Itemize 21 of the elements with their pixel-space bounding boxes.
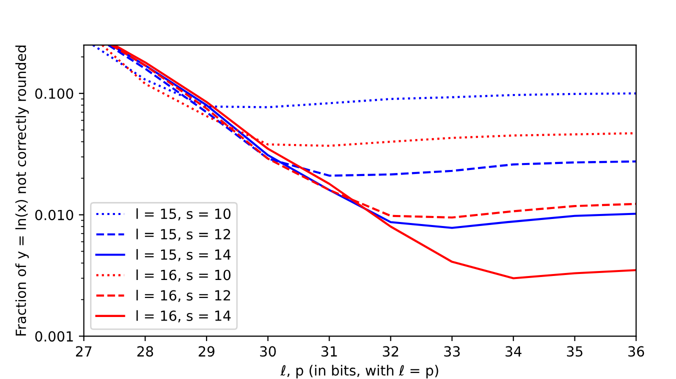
x-tick-label: 30 [260, 346, 276, 357]
y-tick-label: 0.001 [35, 331, 73, 342]
x-tick-label: 33 [444, 346, 460, 357]
x-tick-label: 35 [566, 346, 582, 357]
x-tick-label: 28 [137, 346, 154, 357]
legend-label: l = 15, s = 10 [136, 208, 230, 220]
legend-label: l = 16, s = 12 [136, 290, 230, 302]
x-axis-title: ℓ, p (in bits, with ℓ = p) [280, 364, 438, 378]
legend-label: l = 16, s = 10 [136, 269, 230, 282]
y-axis-title: Fraction of y = ln(x) not correctly rounded [15, 46, 29, 336]
legend-label: l = 16, s = 14 [136, 310, 231, 322]
legend-label: l = 15, s = 14 [136, 249, 231, 262]
x-tick-label: 31 [322, 346, 337, 357]
x-tick-label: 29 [198, 346, 214, 357]
x-tick-label: 34 [506, 346, 522, 357]
x-tick-label: 32 [382, 346, 398, 357]
y-tick-label: 0.100 [35, 88, 74, 99]
y-tick-label: 0.010 [35, 210, 74, 220]
x-tick-label: 36 [628, 346, 644, 357]
x-tick-label: 27 [76, 346, 92, 356]
legend-label: l = 15, s = 12 [136, 228, 230, 241]
